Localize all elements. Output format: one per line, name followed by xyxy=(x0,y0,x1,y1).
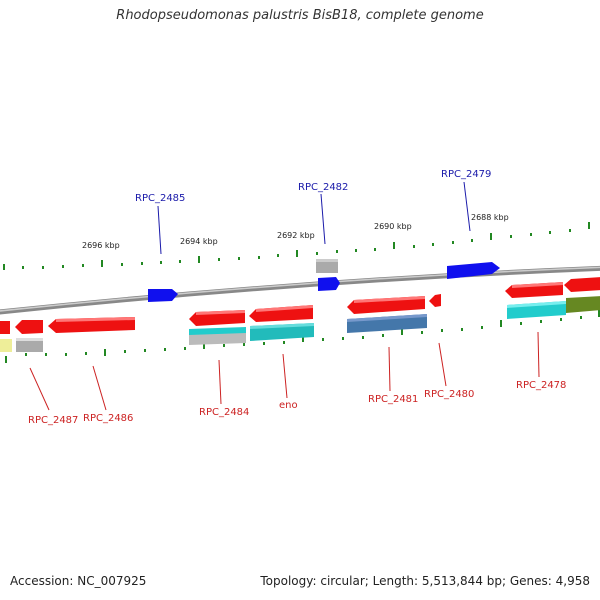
forward-genes xyxy=(148,259,500,302)
gene-label-rpc-2481[interactable]: RPC_2481 xyxy=(368,394,418,405)
gene-label-rpc-2486[interactable]: RPC_2486 xyxy=(83,413,133,424)
gene-arrow-rpc-2487[interactable] xyxy=(15,320,43,334)
gene-arrow-rpc-2488[interactable] xyxy=(0,321,10,334)
gene-label-rpc-2482[interactable]: RPC_2482 xyxy=(298,182,348,193)
upper-scale-ticks xyxy=(3,222,590,270)
leader-lines-bottom xyxy=(29,331,540,411)
scale-label-2690: 2690 kbp xyxy=(374,222,412,231)
page-title: Rhodopseudomonas palustris BisB18, compl… xyxy=(116,8,484,23)
scale-label-2696: 2696 kbp xyxy=(82,241,120,250)
lower-scale-ticks xyxy=(5,310,600,363)
gene-label-rpc-2479[interactable]: RPC_2479 xyxy=(441,169,491,180)
gene-arrow-rpc-2479[interactable] xyxy=(447,262,500,279)
gene-arrow-rpc-2477[interactable] xyxy=(564,277,600,292)
gene-label-eno[interactable]: eno xyxy=(279,400,298,411)
gray-track-2487 xyxy=(16,338,43,352)
gene-label-rpc-2478[interactable]: RPC_2478 xyxy=(516,380,566,391)
gene-arrow-rpc-2480[interactable] xyxy=(429,294,441,307)
gene-arrow-rpc-2485[interactable] xyxy=(148,289,178,302)
scale-label-2688: 2688 kbp xyxy=(471,213,509,222)
gene-label-rpc-2487[interactable]: RPC_2487 xyxy=(28,415,78,426)
annotation-tracks xyxy=(0,296,600,352)
genome-summary-text: Topology: circular; Length: 5,513,844 bp… xyxy=(260,574,590,588)
gray-block-2482 xyxy=(316,259,338,273)
gene-label-rpc-2484[interactable]: RPC_2484 xyxy=(199,407,249,418)
genome-backbone xyxy=(0,265,600,315)
gene-label-rpc-2480[interactable]: RPC_2480 xyxy=(424,389,474,400)
scale-label-2692: 2692 kbp xyxy=(277,231,315,240)
olive-track-2477 xyxy=(566,296,600,313)
yellow-track xyxy=(0,339,12,352)
scale-label-2694: 2694 kbp xyxy=(180,237,218,246)
leader-lines-top xyxy=(157,181,471,255)
accession-text: Accession: NC_007925 xyxy=(10,574,147,588)
reverse-genes xyxy=(0,277,600,334)
gene-arrow-rpc-2482[interactable] xyxy=(318,277,340,291)
gene-label-rpc-2485[interactable]: RPC_2485 xyxy=(135,193,185,204)
